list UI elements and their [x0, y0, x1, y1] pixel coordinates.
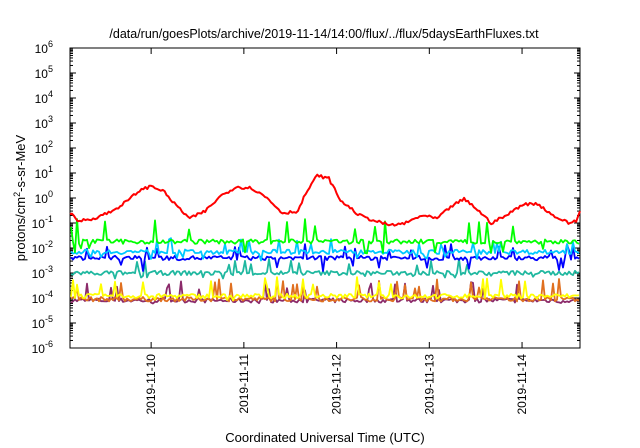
plot-frame — [69, 47, 581, 349]
series-line — [70, 243, 580, 272]
x-tick-label: 2019-11-14 — [515, 354, 529, 415]
x-axis-label: Coordinated Universal Time (UTC) — [225, 430, 424, 445]
y-axis-label-base: protons/cm — [13, 197, 28, 261]
series-line — [70, 276, 580, 302]
series-line — [70, 218, 580, 255]
y-tick-label: 104 — [35, 89, 53, 106]
y-tick-label: 10-4 — [32, 289, 53, 306]
x-axis: 2019-11-10 2019-11-11 2019-11-12 2019-11-13… — [144, 48, 529, 415]
y-tick-label: 101 — [35, 164, 53, 181]
chart-title: /data/run/goesPlots/archive/2019-11-14/1… — [109, 27, 539, 41]
y-tick-label: 10-6 — [32, 339, 53, 356]
y-axis-label-rest: -s-sr-MeV — [13, 134, 28, 191]
series-line — [70, 237, 580, 262]
y-tick-label: 10-3 — [32, 264, 53, 281]
y-tick-label: 102 — [35, 139, 53, 156]
series-line — [70, 257, 580, 280]
y-axis: 10-6 10-5 10-4 10-3 10-2 10-1 100 101 102 103 104 1… — [32, 39, 580, 356]
x-tick-label: 2019-11-11 — [237, 354, 251, 414]
series-line — [69, 173, 581, 227]
y-tick-label: 10-2 — [32, 239, 53, 256]
series-layer — [69, 173, 581, 305]
y-tick-label: 103 — [35, 114, 53, 131]
y-axis-label: protons/cm2-s-sr-MeV — [12, 134, 28, 261]
y-tick-label: 10-1 — [32, 214, 53, 231]
y-tick-label: 100 — [35, 189, 53, 206]
x-tick-label: 2019-11-12 — [330, 354, 344, 415]
y-tick-label: 106 — [35, 39, 53, 56]
y-axis-label-sup: 2 — [12, 192, 22, 197]
y-tick-label: 105 — [35, 64, 53, 81]
x-tick-label: 2019-11-10 — [144, 354, 158, 415]
x-tick-label: 2019-11-13 — [422, 354, 436, 415]
y-tick-label: 10-5 — [32, 314, 53, 331]
